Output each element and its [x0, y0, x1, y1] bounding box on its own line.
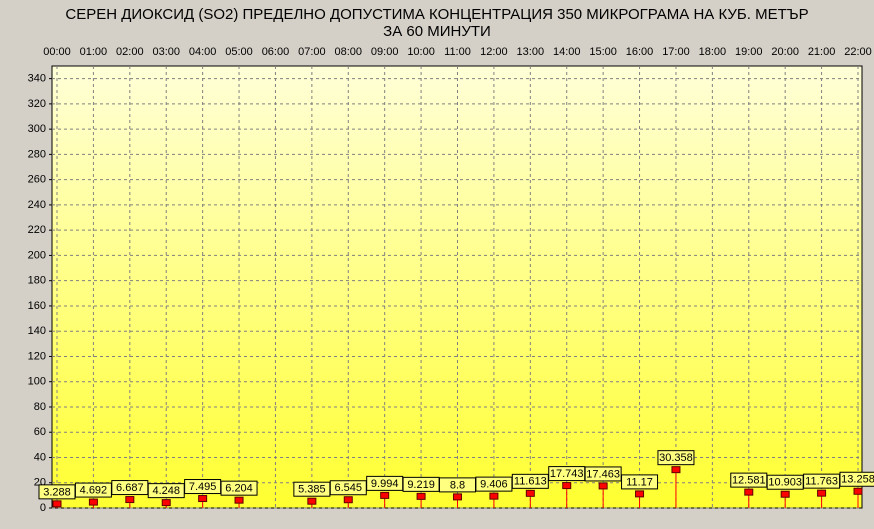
y-tick-label: 160 [28, 300, 46, 312]
x-tick-label: 20:00 [771, 46, 799, 58]
value-label: 9.406 [480, 479, 508, 491]
y-tick-label: 240 [28, 199, 46, 211]
x-tick-label: 19:00 [735, 46, 763, 58]
x-tick-label: 00:00 [43, 46, 71, 58]
marker [88, 498, 98, 506]
value-label: 6.204 [225, 483, 253, 495]
marker [489, 492, 499, 500]
marker [817, 489, 827, 497]
value-label: 11.613 [514, 476, 547, 488]
value-label: 7.495 [189, 481, 217, 493]
y-tick-label: 220 [28, 224, 46, 236]
marker [671, 466, 681, 474]
x-tick-label: 17:00 [662, 46, 690, 58]
x-tick-label: 06:00 [262, 46, 290, 58]
x-tick-label: 13:00 [517, 46, 545, 58]
value-label-box [220, 480, 258, 496]
marker [52, 500, 62, 508]
y-tick-label: 180 [28, 275, 46, 287]
y-tick-label: 40 [34, 451, 46, 463]
x-tick-label: 18:00 [699, 46, 727, 58]
x-tick-label: 01:00 [80, 46, 108, 58]
value-label-box [621, 474, 659, 490]
y-tick-label: 280 [28, 148, 46, 160]
value-label: 4.692 [80, 484, 108, 496]
marker [343, 496, 353, 504]
value-label-box [657, 450, 695, 466]
x-tick-label: 16:00 [626, 46, 654, 58]
x-tick-label: 07:00 [298, 46, 326, 58]
marker [453, 493, 462, 501]
value-label: 4.248 [152, 485, 180, 497]
value-label: 9.994 [371, 478, 399, 490]
marker [744, 488, 754, 496]
value-label: 10.903 [768, 477, 802, 489]
y-tick-label: 260 [28, 174, 46, 186]
x-tick-label: 03:00 [152, 46, 180, 58]
x-tick-label: 08:00 [335, 46, 363, 58]
value-label: 30.358 [659, 452, 693, 464]
marker [416, 492, 426, 500]
value-label-box [584, 466, 622, 482]
y-tick-label: 320 [28, 98, 46, 110]
y-tick-label: 100 [28, 376, 46, 388]
marker [380, 491, 390, 499]
value-label: 5.385 [298, 484, 326, 496]
value-label: 17.463 [586, 468, 620, 480]
value-label: 17.743 [550, 468, 584, 480]
value-label: 6.687 [116, 482, 144, 494]
marker [562, 482, 572, 490]
value-label: 11.763 [805, 476, 838, 488]
x-tick-label: 11:00 [444, 46, 471, 58]
marker [780, 490, 790, 498]
x-tick-label: 10:00 [407, 46, 435, 58]
x-tick-label: 21:00 [808, 46, 836, 58]
y-tick-label: 140 [28, 325, 46, 337]
marker [125, 496, 135, 504]
x-tick-label: 02:00 [116, 46, 144, 58]
chart-subtitle: ЗА 60 МИНУТИ [383, 23, 491, 40]
marker [234, 496, 244, 504]
chart-title: СЕРЕН ДИОКСИД (SO2) ПРЕДЕЛНО ДОПУСТИМА К… [65, 6, 808, 23]
x-tick-label: 12:00 [480, 46, 508, 58]
marker [525, 489, 535, 497]
value-label: 9.219 [407, 479, 435, 491]
y-tick-label: 60 [34, 426, 46, 438]
x-tick-label: 04:00 [189, 46, 217, 58]
value-label: 11.17 [626, 476, 653, 488]
marker [635, 490, 645, 498]
value-label: 12.581 [732, 475, 766, 487]
y-tick-label: 200 [28, 249, 46, 261]
value-label: 3.288 [43, 486, 71, 498]
x-tick-label: 05:00 [225, 46, 253, 58]
value-label-box [511, 473, 549, 489]
value-label: 6.545 [335, 482, 363, 494]
x-tick-label: 14:00 [553, 46, 581, 58]
y-tick-label: 300 [28, 123, 46, 135]
x-tick-label: 09:00 [371, 46, 399, 58]
x-tick-label: 15:00 [589, 46, 617, 58]
marker [161, 499, 171, 507]
y-tick-label: 0 [40, 502, 46, 514]
value-label: 8.8 [450, 479, 465, 491]
y-tick-label: 340 [28, 73, 46, 85]
y-tick-label: 120 [28, 350, 46, 362]
value-label: 13.258 [841, 474, 874, 486]
x-tick-label: 22:00 [844, 46, 872, 58]
marker [307, 497, 317, 505]
marker [198, 495, 208, 503]
value-label-box [839, 471, 874, 487]
marker [853, 487, 863, 495]
y-tick-label: 80 [34, 401, 46, 413]
marker [598, 482, 608, 490]
